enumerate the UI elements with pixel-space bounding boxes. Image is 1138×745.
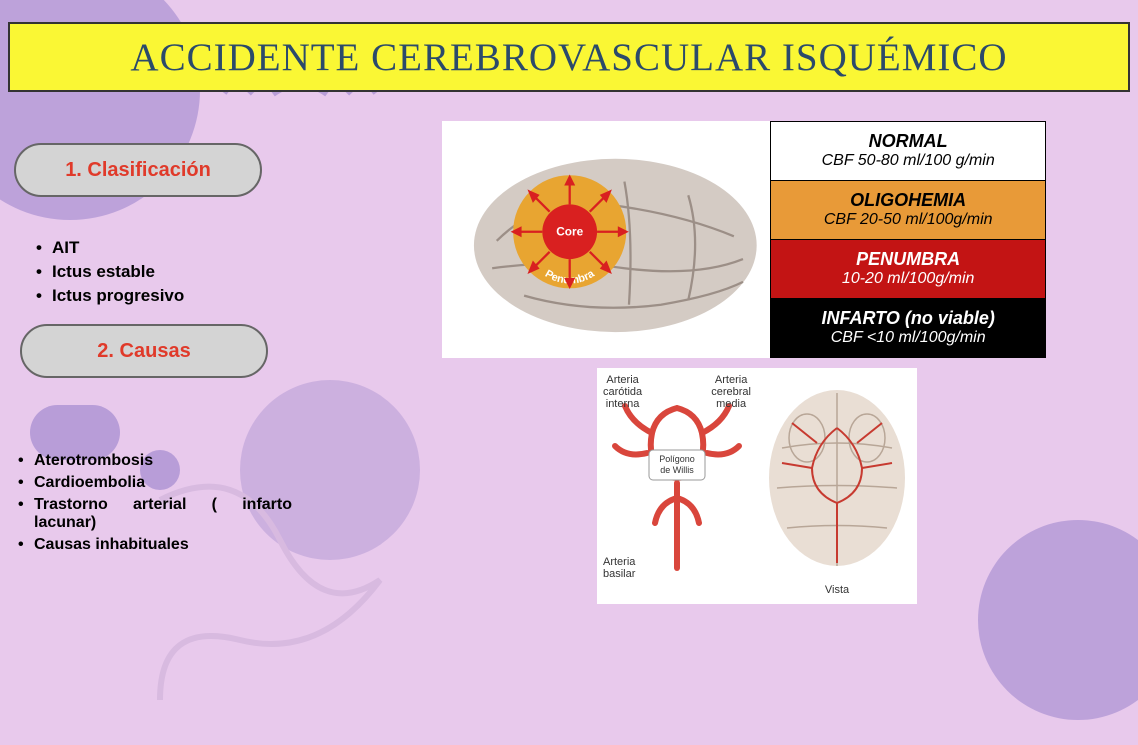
cbf-row-normal: NORMAL CBF 50-80 ml/100 g/min (771, 122, 1045, 181)
cbf-label: NORMAL (869, 132, 948, 152)
title-banner: ACCIDENTE CEREBROVASCULAR ISQUÉMICO (8, 22, 1130, 92)
willis-figure: Polígono de Willis Arteriacarótidaintern… (597, 368, 917, 604)
cbf-row-penumbra: PENUMBRA 10-20 ml/100g/min (771, 240, 1045, 299)
list-item: Cardioembolia (12, 472, 292, 494)
label-cerebral-media: Arteriacerebralmedia (711, 374, 751, 410)
brain-inferior-view: Vista (757, 368, 917, 604)
list-item: Causas inhabituales (12, 534, 292, 556)
section-label: 2. Causas (97, 340, 190, 363)
core-label: Core (556, 224, 583, 238)
list-item: Ictus estable (30, 260, 184, 284)
causes-list: Aterotrombosis Cardioembolia Trastorno a… (12, 450, 292, 556)
cbf-value: 10-20 ml/100g/min (842, 270, 975, 288)
cbf-row-oligohemia: OLIGOHEMIA CBF 20-50 ml/100g/min (771, 181, 1045, 240)
brain-cbf-figure: Core Penumbra NORMAL CBF 50-80 ml/100 g/… (442, 121, 1046, 358)
cbf-value: CBF <10 ml/100g/min (831, 329, 986, 347)
page-title: ACCIDENTE CEREBROVASCULAR ISQUÉMICO (130, 35, 1007, 80)
label-carotid: Arteriacarótidainterna (603, 374, 642, 410)
cbf-label: PENUMBRA (856, 250, 960, 270)
list-item: Trastorno arterial ( infarto lacunar) (12, 494, 292, 534)
willis-schematic: Polígono de Willis Arteriacarótidaintern… (597, 368, 757, 604)
classification-list: AIT Ictus estable Ictus progresivo (30, 236, 184, 308)
bg-blob (978, 520, 1138, 720)
cbf-value: CBF 50-80 ml/100 g/min (822, 152, 995, 170)
section-causes: 2. Causas (20, 324, 268, 378)
cbf-label: OLIGOHEMIA (850, 191, 966, 211)
brain-illustration: Core Penumbra (442, 121, 770, 358)
section-classification: 1. Clasificación (14, 143, 262, 197)
cbf-value: CBF 20-50 ml/100g/min (824, 211, 993, 229)
cbf-label: INFARTO (no viable) (822, 309, 995, 329)
list-item: AIT (30, 236, 184, 260)
section-label: 1. Clasificación (65, 159, 211, 182)
list-item: Ictus progresivo (30, 284, 184, 308)
list-item: Aterotrombosis (12, 450, 292, 472)
label-vista: Vista (757, 584, 917, 596)
cbf-table: NORMAL CBF 50-80 ml/100 g/min OLIGOHEMIA… (770, 121, 1046, 358)
svg-text:Polígono: Polígono (659, 454, 695, 464)
cbf-row-infarto: INFARTO (no viable) CBF <10 ml/100g/min (771, 299, 1045, 357)
svg-text:de Willis: de Willis (660, 465, 694, 475)
label-basilar: Arteriabasilar (603, 556, 635, 580)
